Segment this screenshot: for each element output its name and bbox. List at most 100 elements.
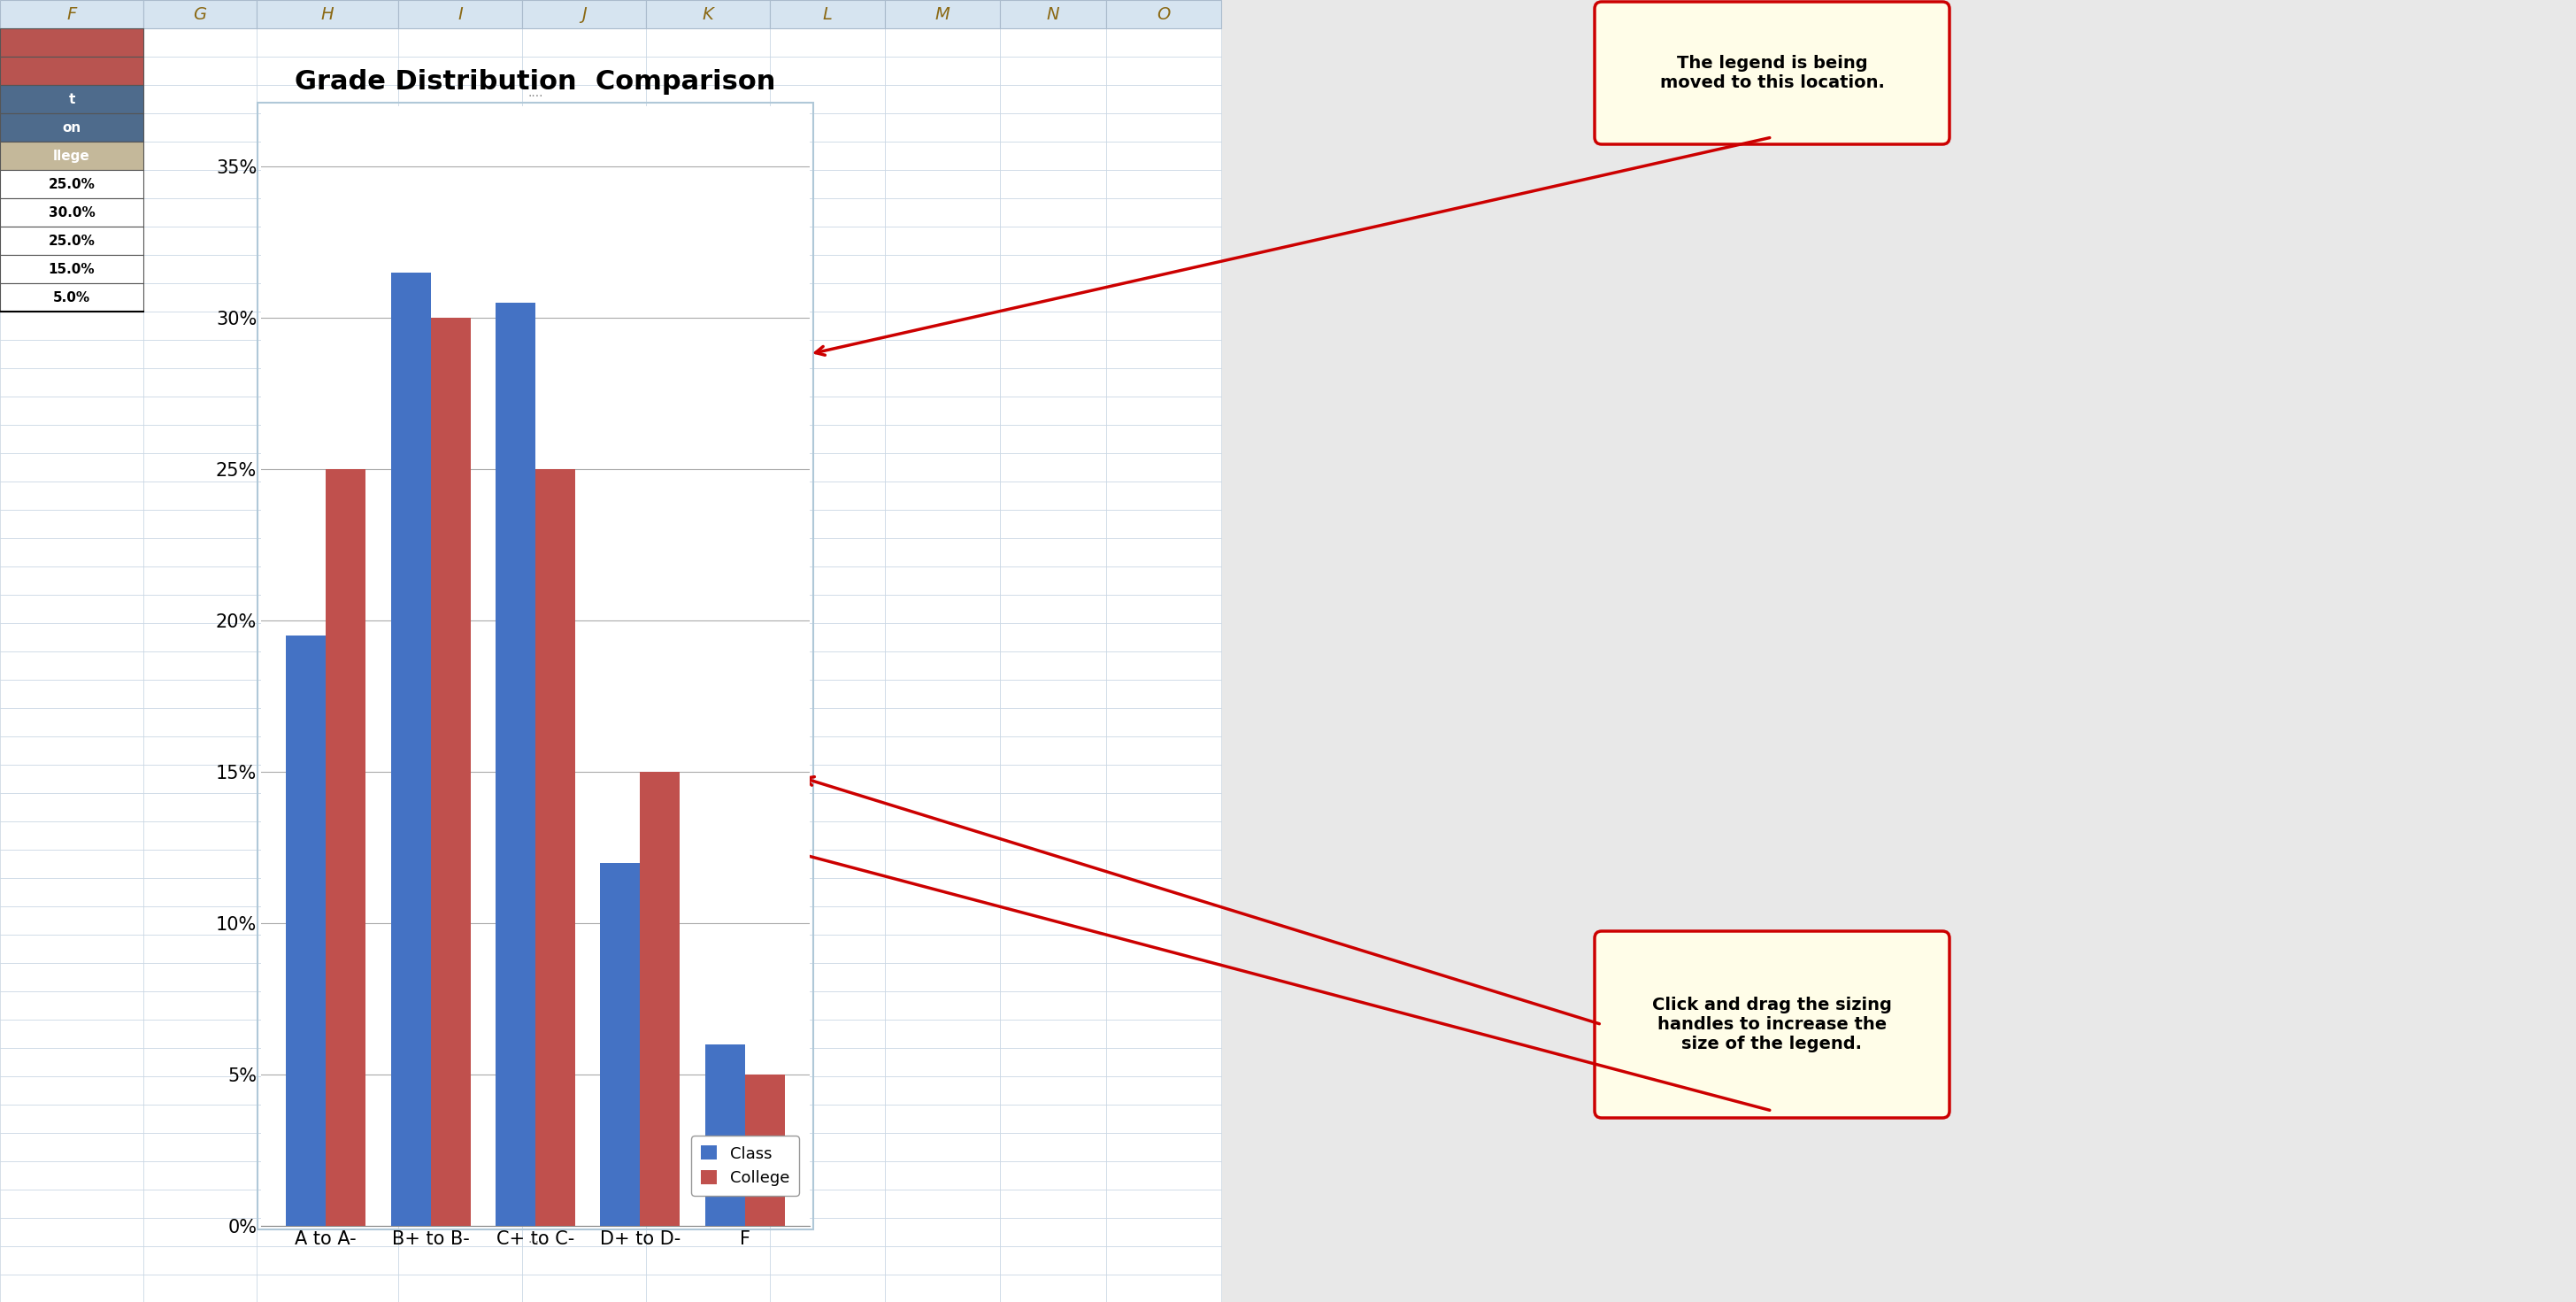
Bar (144, 737, 258, 764)
Bar (399, 284, 523, 311)
Bar (399, 57, 523, 85)
Bar (258, 878, 399, 906)
Bar (523, 878, 647, 906)
Bar (770, 113, 886, 142)
Bar (647, 198, 770, 227)
Bar (1105, 906, 1221, 935)
Bar (0, 340, 144, 368)
Bar (647, 1246, 770, 1275)
Bar (399, 1190, 523, 1217)
Bar (647, 227, 770, 255)
Bar (1105, 793, 1221, 822)
Bar (430, 318, 471, 1226)
Bar (685, 275, 806, 434)
Bar (523, 822, 647, 850)
Bar (144, 397, 258, 424)
Bar (399, 397, 523, 424)
Bar (399, 311, 523, 340)
Bar (258, 113, 399, 142)
Bar (999, 1133, 1105, 1161)
Bar (399, 822, 523, 850)
Bar (770, 1133, 886, 1161)
Bar (770, 1161, 886, 1190)
Bar (399, 1275, 523, 1302)
Bar (258, 1133, 399, 1161)
Bar (258, 103, 814, 1229)
Bar (0, 29, 144, 57)
Bar (399, 368, 523, 397)
Legend: Class, College: Class, College (690, 1137, 799, 1195)
Bar (770, 1275, 886, 1302)
Bar (0, 57, 144, 85)
Bar (258, 680, 399, 708)
Bar (144, 29, 258, 57)
Text: K: K (703, 5, 714, 22)
Bar (258, 538, 399, 566)
Bar (999, 0, 1105, 29)
Bar (144, 0, 258, 29)
Bar (647, 822, 770, 850)
Circle shape (786, 771, 799, 783)
Bar (144, 935, 258, 963)
Bar (770, 963, 886, 991)
Bar (1105, 935, 1221, 963)
Text: 15.0%: 15.0% (49, 263, 95, 276)
Bar (0, 850, 144, 878)
Bar (886, 935, 999, 963)
Bar (0, 227, 144, 255)
Bar (399, 424, 523, 453)
Bar (999, 624, 1105, 651)
Bar (286, 635, 325, 1226)
Bar (886, 311, 999, 340)
Bar (1105, 368, 1221, 397)
Bar (999, 737, 1105, 764)
Bar (399, 1104, 523, 1133)
Text: ✛: ✛ (734, 341, 755, 366)
Bar (886, 1104, 999, 1133)
Bar (399, 991, 523, 1019)
Bar (600, 863, 641, 1226)
Bar (258, 1246, 399, 1275)
Bar (523, 482, 647, 510)
Bar (399, 85, 523, 113)
Bar (144, 1161, 258, 1190)
Bar (0, 538, 144, 566)
Bar (886, 1019, 999, 1048)
Bar (886, 1217, 999, 1246)
Bar (770, 1217, 886, 1246)
Bar (647, 906, 770, 935)
Bar (258, 227, 399, 255)
Bar (523, 0, 647, 29)
Text: 25.0%: 25.0% (49, 177, 95, 190)
Circle shape (786, 720, 799, 732)
Bar (647, 284, 770, 311)
Bar (0, 651, 144, 680)
Bar (258, 368, 399, 397)
Bar (0, 85, 144, 113)
Bar (770, 29, 886, 57)
Bar (144, 1048, 258, 1077)
Bar (523, 991, 647, 1019)
Bar (770, 368, 886, 397)
Bar (0, 368, 144, 397)
Bar (647, 566, 770, 595)
Bar (399, 227, 523, 255)
Bar (258, 142, 399, 171)
Bar (999, 29, 1105, 57)
Bar (706, 1044, 744, 1226)
Bar (647, 340, 770, 368)
Bar (144, 906, 258, 935)
Bar (770, 708, 886, 737)
Bar (0, 680, 144, 708)
Bar (999, 1217, 1105, 1246)
Text: I: I (459, 5, 464, 22)
Bar (144, 1190, 258, 1217)
Bar (399, 198, 523, 227)
Bar (523, 255, 647, 284)
Bar (672, 751, 683, 762)
Bar (999, 850, 1105, 878)
Bar (647, 1133, 770, 1161)
Bar (258, 424, 399, 453)
Bar (144, 311, 258, 340)
Bar (523, 424, 647, 453)
